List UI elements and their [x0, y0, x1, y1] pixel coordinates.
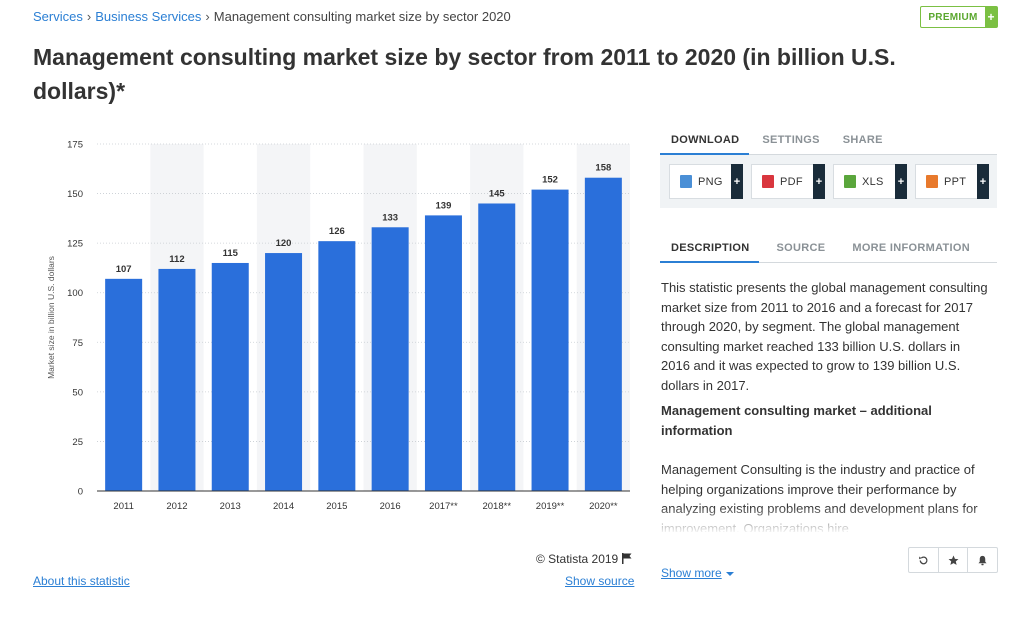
bar [371, 227, 409, 491]
bar [478, 203, 516, 491]
breadcrumb-link-business-services[interactable]: Business Services [95, 9, 202, 24]
breadcrumb-separator: › [205, 9, 210, 24]
data-label: 107 [116, 264, 132, 275]
bar [211, 262, 249, 491]
about-statistic-link[interactable]: About this statistic [33, 574, 130, 588]
plus-icon: + [977, 164, 989, 199]
tab-share[interactable]: SHARE [842, 134, 883, 146]
bar-chart: 0 25 50 75 100 125 150 175 107 2011 112 2012 115 2013… [40, 130, 640, 530]
xls-file-icon [844, 175, 856, 188]
download-xls-button[interactable]: XLS + [833, 164, 907, 199]
description-text: This statistic presents the global manag… [661, 278, 991, 532]
show-more-label: Show more [661, 566, 722, 580]
favorite-button[interactable] [939, 548, 969, 572]
y-tick-label: 0 [78, 487, 83, 498]
premium-label: PREMIUM [928, 11, 978, 23]
bar [584, 177, 622, 492]
info-tabs: DESCRIPTION SOURCE MORE INFORMATION [660, 238, 997, 263]
breadcrumb-current: Management consulting market size by sec… [213, 9, 511, 24]
text-fade-overlay [661, 506, 991, 534]
flag-icon[interactable] [621, 553, 632, 564]
description-paragraph: This statistic presents the global manag… [661, 280, 988, 393]
x-tick-label: 2016 [380, 501, 401, 512]
download-ppt-label: PPT [944, 175, 967, 188]
data-label: 120 [276, 238, 292, 249]
y-tick-label: 125 [67, 239, 83, 250]
premium-button[interactable]: PREMIUM + [920, 6, 998, 28]
x-tick-label: 2014 [273, 501, 294, 512]
download-panel: PNG + PDF + XLS + PPT + [660, 155, 997, 208]
copyright-notice: © Statista 2019 [536, 552, 632, 566]
x-tick-label: 2011 [113, 501, 133, 512]
action-buttons [908, 547, 998, 573]
data-label: 145 [489, 188, 506, 199]
data-label: 139 [436, 200, 452, 211]
x-tick-label: 2018** [482, 501, 511, 512]
breadcrumb-separator: › [86, 9, 92, 24]
y-tick-label: 150 [67, 189, 83, 200]
tab-download[interactable]: DOWNLOAD [660, 130, 750, 155]
y-tick-label: 25 [72, 437, 83, 448]
copyright-text: © Statista 2019 [536, 552, 619, 566]
notification-button[interactable] [968, 548, 997, 572]
download-pdf-label: PDF [780, 175, 803, 188]
data-label: 158 [595, 163, 611, 174]
tab-more-information[interactable]: MORE INFORMATION [852, 242, 971, 254]
bar [105, 278, 143, 491]
show-more-link[interactable]: Show more [661, 566, 734, 580]
bar [424, 215, 462, 491]
page-title: Management consulting market size by sec… [33, 44, 896, 104]
tab-description[interactable]: DESCRIPTION [660, 238, 760, 263]
bar [158, 268, 196, 491]
download-png-button[interactable]: PNG + [669, 164, 743, 199]
plus-icon: + [895, 164, 907, 199]
bar [265, 253, 303, 491]
plus-icon: + [813, 164, 825, 199]
chevron-down-icon [725, 571, 734, 576]
download-png-label: PNG [698, 175, 723, 188]
x-tick-label: 2019** [536, 501, 565, 512]
x-tick-label: 2017** [429, 501, 458, 512]
download-tabs: DOWNLOAD SETTINGS SHARE [660, 130, 997, 155]
tab-settings[interactable]: SETTINGS [762, 134, 820, 146]
y-tick-label: 100 [67, 288, 83, 299]
star-icon [948, 555, 958, 565]
bell-icon [978, 555, 987, 565]
download-ppt-button[interactable]: PPT + [915, 164, 989, 199]
x-tick-label: 2012 [166, 501, 187, 512]
data-label: 112 [169, 254, 184, 265]
y-tick-label: 50 [72, 387, 83, 398]
breadcrumb-link-services[interactable]: Services [33, 9, 83, 24]
data-label: 126 [329, 226, 345, 237]
x-tick-label: 2020** [589, 501, 618, 512]
y-axis-label: Market size in billion U.S. dollars [46, 256, 56, 379]
y-tick-label: 175 [67, 140, 83, 151]
chart-canvas: 0 25 50 75 100 125 150 175 107 2011 112 2012 115 2013… [46, 140, 630, 512]
png-file-icon [680, 175, 692, 188]
plus-icon: + [731, 164, 743, 199]
ppt-file-icon [926, 175, 938, 188]
history-icon [918, 555, 928, 564]
data-label: 115 [223, 248, 239, 259]
download-pdf-button[interactable]: PDF + [751, 164, 825, 199]
pdf-file-icon [762, 175, 774, 188]
bar [318, 241, 356, 491]
description-heading: Management consulting market – additiona… [661, 403, 932, 438]
premium-plus-icon: + [985, 7, 997, 27]
download-xls-label: XLS [862, 175, 884, 188]
show-source-link[interactable]: Show source [565, 574, 635, 588]
data-label: 133 [382, 212, 398, 223]
x-tick-label: 2015 [326, 501, 347, 512]
history-button[interactable] [909, 548, 939, 572]
data-label: 152 [542, 175, 558, 186]
tab-source[interactable]: SOURCE [776, 242, 826, 254]
breadcrumb: Services › Business Services › Management co… [33, 9, 511, 24]
bar [531, 189, 569, 491]
y-tick-label: 75 [72, 338, 83, 349]
x-tick-label: 2013 [220, 501, 241, 512]
